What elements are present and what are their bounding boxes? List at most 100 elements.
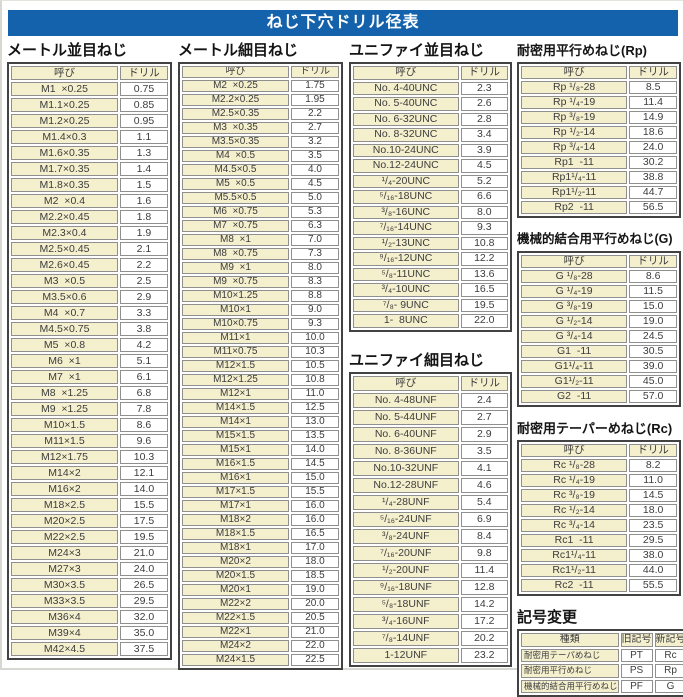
table-row: M20×1.5 18.5: [182, 570, 339, 582]
spec-cell: M22×1: [182, 626, 289, 638]
spec-cell: M11×1.5: [11, 434, 118, 448]
spec-cell: ³/₈-24UNF: [353, 528, 459, 544]
table-row: Rc ¹/₂-14 18.0: [521, 504, 677, 517]
spec-cell: Rp ³/₄-14: [521, 141, 628, 154]
spec-cell: G ³/₈-19: [521, 300, 628, 313]
drill-value-cell: 30.2: [629, 156, 677, 169]
spec-cell: No. 8-36UNF: [353, 443, 459, 459]
drill-value-cell: 12.5: [290, 402, 339, 414]
spec-cell: 1- 8UNC: [353, 314, 459, 328]
spec-cell: M3.5×0.6: [11, 290, 118, 304]
table-row: M2.2×0.45 1.8: [11, 210, 168, 224]
spec-cell: M2 ×0.25: [182, 80, 289, 92]
spec-cell: M5.5×0.5: [182, 192, 289, 204]
spec-cell: 耐密用テーパめねじ: [521, 648, 619, 662]
drill-value-cell: 8.0: [290, 262, 339, 274]
drill-value-cell: 9.0: [290, 304, 339, 316]
spec-cell: Rc2 -11: [521, 579, 628, 592]
drill-value-cell: 14.0: [119, 482, 168, 496]
table-row: M1.7×0.35 1.4: [11, 162, 168, 176]
spec-cell: G ¹/₄-19: [521, 285, 628, 298]
spec-cell: M1.8×0.35: [11, 178, 118, 192]
spec-cell: M2 ×0.4: [11, 194, 118, 208]
drill-value-cell: Rp: [654, 664, 683, 678]
spec-cell: M17×1: [182, 500, 289, 512]
table-row: M4.5×0.75 3.8: [11, 322, 168, 336]
table-row: M2.2×0.25 1.95: [182, 94, 339, 106]
spec-cell: M22×1.5: [182, 612, 289, 624]
drill-value-cell: 5.1: [119, 354, 168, 368]
column-header: 呼び: [521, 444, 628, 457]
drill-value-cell: 11.0: [290, 388, 339, 400]
table-row: M18×1.5 16.5: [182, 528, 339, 540]
table-row: M24×1.5 22.5: [182, 654, 339, 666]
drill-value-cell: 17.2: [460, 613, 508, 629]
section-title-symbol-change: 記号変更: [517, 609, 578, 626]
header-row: 呼び ドリル: [353, 66, 508, 80]
table-row: G1 -11 30.5: [521, 345, 677, 358]
drill-value-cell: 6.1: [119, 370, 168, 384]
table-row: M22×1.5 20.5: [182, 612, 339, 624]
table-row: M18×2.5 15.5: [11, 498, 168, 512]
drill-value-cell: 1.5: [119, 178, 168, 192]
spec-cell: Rp ¹/₈-28: [521, 81, 628, 94]
spec-cell: M6 ×0.75: [182, 206, 289, 218]
table-row: M2 ×0.4 1.6: [11, 194, 168, 208]
table-row: M5 ×0.5 4.5: [182, 178, 339, 190]
drill-value-cell: 29.5: [629, 534, 677, 547]
spec-cell: M3 ×0.35: [182, 122, 289, 134]
spec-cell: 耐密用平行めねじ: [521, 664, 619, 678]
drill-value-cell: 4.6: [460, 477, 508, 493]
table-row: M18×1 17.0: [182, 542, 339, 554]
section-title-unified-fine: ユニファイ細目ねじ: [349, 351, 485, 369]
table-row: No. 5-44UNF 2.7: [353, 409, 508, 425]
table-row: ⁷/₁₆-14UNC 9.3: [353, 221, 508, 235]
table-row: M1.1×0.25 0.85: [11, 98, 168, 112]
header-row: 呼び ドリル: [353, 375, 508, 391]
drill-value-cell: 8.6: [629, 270, 677, 283]
table-row: ⁵/₈-18UNF 14.2: [353, 596, 508, 612]
drill-value-cell: 21.0: [119, 546, 168, 560]
drill-value-cell: 0.85: [119, 98, 168, 112]
spec-cell: M11×1: [182, 332, 289, 344]
table-row: No.12-28UNF 4.6: [353, 477, 508, 493]
table-row: G ¹/₄-19 11.5: [521, 285, 677, 298]
section-title-rp: 耐密用平行めねじ(Rp): [517, 43, 647, 58]
drill-value-cell: 9.3: [460, 221, 508, 235]
drill-value-cell: 10.0: [290, 332, 339, 344]
column-header: 旧記号: [620, 633, 653, 647]
drill-value-cell: 1.8: [119, 210, 168, 224]
spec-cell: M8 ×0.75: [182, 248, 289, 260]
table-row: ⁹/₁₆-12UNC 12.2: [353, 252, 508, 266]
table-row: 1- 8UNC 22.0: [353, 314, 508, 328]
table-row: M6 ×1 5.1: [11, 354, 168, 368]
drill-value-cell: 11.4: [460, 562, 508, 578]
table-row: Rp1¹/₄-11 38.8: [521, 171, 677, 184]
table-row: M14×1.5 12.5: [182, 402, 339, 414]
drill-value-cell: 10.8: [290, 374, 339, 386]
header-row: 種類 旧記号 新記号: [521, 633, 683, 647]
spec-cell: No.12-28UNF: [353, 477, 459, 493]
spec-cell: M5 ×0.5: [182, 178, 289, 190]
table-row: M3.5×0.6 2.9: [11, 290, 168, 304]
spec-cell: M42×4.5: [11, 642, 118, 656]
table-row: M20×1 19.0: [182, 584, 339, 596]
spec-cell: No.12-24UNC: [353, 159, 459, 173]
drill-value-cell: 13.0: [290, 416, 339, 428]
drill-value-cell: 3.9: [460, 143, 508, 157]
table-row: M8 ×1 7.0: [182, 234, 339, 246]
drill-value-cell: 30.5: [629, 345, 677, 358]
table-row: M18×2 16.0: [182, 514, 339, 526]
table-row: ¹/₂-20UNF 11.4: [353, 562, 508, 578]
table-row: M17×1 16.0: [182, 500, 339, 512]
drill-value-cell: 57.0: [629, 390, 677, 403]
section-title-unified-coarse: ユニファイ並目ねじ: [349, 42, 485, 59]
table-row: G ³/₄-14 24.5: [521, 330, 677, 343]
drill-value-cell: 21.0: [290, 626, 339, 638]
table-row: Rp1¹/₂-11 44.7: [521, 186, 677, 199]
section-title-rc: 耐密用テーパーめねじ(Rc): [517, 421, 673, 436]
table-row: M39×4 35.0: [11, 626, 168, 640]
spec-cell: ¹/₄-28UNF: [353, 494, 459, 510]
table-row: M9 ×0.75 8.3: [182, 276, 339, 288]
drill-value-cell: 2.9: [119, 290, 168, 304]
